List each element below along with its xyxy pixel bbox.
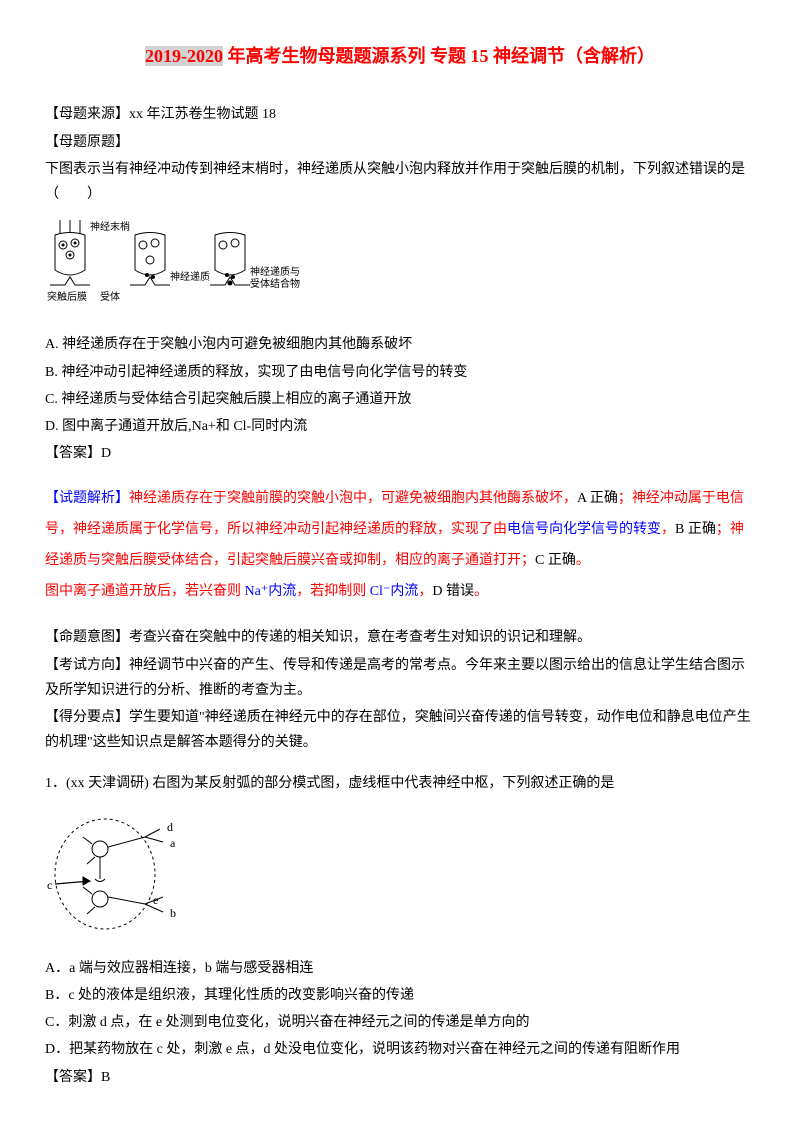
option-1b: B. 神经冲动引起神经递质的释放，实现了由电信号向化学信号的转变: [45, 360, 755, 385]
fig1-label-receptor: 受体: [100, 291, 120, 303]
answer-2-value: B: [101, 1070, 110, 1085]
title-highlighted: 2019-2020: [145, 46, 223, 66]
fig2-a: a: [170, 836, 176, 850]
synapse-diagram: 神经末梢 突触后膜 受体 神经递质 神经递质与 受体结合物: [45, 215, 755, 324]
original-label-line: 【母题原题】: [45, 130, 755, 155]
page-title: 2019-2020 年高考生物母题题源系列 专题 15 神经调节（含解析）: [45, 40, 755, 72]
analysis-p2-r1: 图中离子通道开放后，若兴奋则: [45, 584, 245, 599]
answer-2: 【答案】B: [45, 1065, 755, 1090]
option-2a: A．a 端与效应器相连接，b 端与感受器相连: [45, 956, 755, 981]
analysis-p2-blue2: Cl⁻内流: [370, 584, 419, 599]
title-rest: 年高考生物母题题源系列 专题 15 神经调节（含解析）: [223, 46, 655, 66]
answer-1-label: 【答案】: [45, 446, 101, 461]
analysis-p2-r3: ，: [418, 584, 432, 599]
keypoint-label: 【得分要点】: [45, 710, 129, 725]
option-1d: D. 图中离子通道开放后,Na+和 Cl-同时内流: [45, 414, 755, 439]
source-line: 【母题来源】xx 年江苏卷生物试题 18: [45, 102, 755, 127]
fig1-label-top: 神经末梢: [90, 220, 130, 233]
fig1-label-nt: 神经递质: [170, 270, 210, 283]
analysis-p1-b2: B 正确: [675, 522, 716, 537]
option-2b: B．c 处的液体是组织液，其理化性质的改变影响兴奋的传递: [45, 983, 755, 1008]
intent-label: 【命题意图】: [45, 630, 129, 645]
analysis-p1-r3: ，: [661, 522, 675, 537]
fig2-e: e: [153, 893, 158, 907]
analysis-block: 【试题解析】神经递质存在于突触前膜的突触小泡中，可避免被细胞内其他酶系破坏，A …: [45, 484, 755, 607]
analysis-p1-r1: 神经递质存在于突触前膜的突触小泡中，可避免被细胞内其他酶系破坏，: [129, 491, 577, 506]
analysis-p1-b3: C 正确: [535, 553, 576, 568]
analysis-p1-blue: 电信号向化学信号的转变: [507, 522, 661, 537]
fig2-b: b: [170, 906, 176, 920]
keypoint-text: 学生要知道"神经递质在神经元中的存在部位，突触间兴奋传递的信号转变，动作电位和静…: [45, 710, 751, 750]
fig2-c: c: [47, 878, 52, 892]
keypoint-line: 【得分要点】学生要知道"神经递质在神经元中的存在部位，突触间兴奋传递的信号转变，…: [45, 705, 755, 755]
fig1-label-complex2: 受体结合物: [250, 277, 300, 290]
source-text: xx 年江苏卷生物试题 18: [129, 107, 276, 122]
reflex-arc-diagram: d a c e b: [45, 809, 755, 948]
option-1a: A. 神经递质存在于突触小泡内可避免被细胞内其他酶系破坏: [45, 332, 755, 357]
options-block-2: A．a 端与效应器相连接，b 端与感受器相连 B．c 处的液体是组织液，其理化性…: [45, 956, 755, 1063]
analysis-p2-r2: ，若抑制则: [296, 584, 370, 599]
intent-line: 【命题意图】考查兴奋在突触中的传递的相关知识，意在考查考生对知识的识记和理解。: [45, 625, 755, 650]
original-label: 【母题原题】: [45, 135, 129, 150]
options-block-1: A. 神经递质存在于突触小泡内可避免被细胞内其他酶系破坏 B. 神经冲动引起神经…: [45, 332, 755, 439]
intent-text: 考查兴奋在突触中的传递的相关知识，意在考查考生对知识的识记和理解。: [129, 630, 591, 645]
analysis-p1-b1: A 正确: [577, 491, 618, 506]
answer-1-value: D: [101, 446, 111, 461]
source-label: 【母题来源】: [45, 107, 129, 122]
analysis-p1-r5: 。: [576, 553, 590, 568]
fig2-d: d: [167, 820, 173, 834]
direction-label: 【考试方向】: [45, 658, 129, 673]
analysis-label: 【试题解析】: [45, 491, 129, 506]
option-2c: C．刺激 d 点，在 e 处测到电位变化，说明兴奋在神经元之间的传递是单方向的: [45, 1010, 755, 1035]
direction-text: 神经调节中兴奋的产生、传导和传递是高考的常考点。今年来主要以图示给出的信息让学生…: [45, 658, 745, 698]
analysis-p2-blue1: Na⁺内流: [245, 584, 297, 599]
fig1-label-postmembrane: 突触后膜: [47, 290, 87, 303]
option-1c: C. 神经递质与受体结合引起突触后膜上相应的离子通道开放: [45, 387, 755, 412]
option-2d: D．把某药物放在 c 处，刺激 e 点，d 处没电位变化，说明该药物对兴奋在神经…: [45, 1037, 755, 1062]
fig1-label-complex1: 神经递质与: [250, 265, 300, 278]
q1-text: 1．(xx 天津调研) 右图为某反射弧的部分模式图，虚线框中代表神经中枢，下列叙…: [45, 771, 755, 796]
answer-1: 【答案】D: [45, 441, 755, 466]
analysis-p2-b1: D 错误: [432, 584, 474, 599]
original-text: 下图表示当有神经冲动传到神经末梢时，神经递质从突触小泡内释放并作用于突触后膜的机…: [45, 157, 755, 207]
answer-2-label: 【答案】: [45, 1070, 101, 1085]
direction-line: 【考试方向】神经调节中兴奋的产生、传导和传递是高考的常考点。今年来主要以图示给出…: [45, 653, 755, 703]
analysis-p2-r4: 。: [474, 584, 488, 599]
